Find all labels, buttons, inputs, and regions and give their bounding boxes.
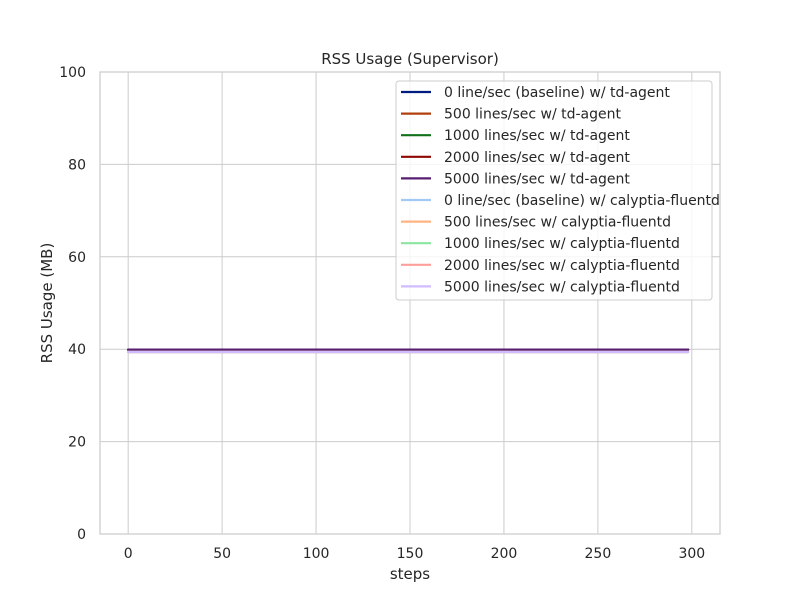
x-axis-label: steps bbox=[390, 565, 430, 583]
y-tick-label: 80 bbox=[68, 157, 86, 173]
legend-label: 2000 lines/sec w/ td-agent bbox=[444, 150, 630, 166]
y-tick-label: 0 bbox=[77, 527, 86, 543]
legend-label: 1000 lines/sec w/ td-agent bbox=[444, 128, 630, 144]
legend-label: 5000 lines/sec w/ calyptia-fluentd bbox=[444, 279, 680, 295]
x-tick-label: 100 bbox=[303, 546, 330, 562]
chart-title: RSS Usage (Supervisor) bbox=[321, 50, 499, 68]
x-tick-label: 200 bbox=[491, 546, 518, 562]
legend-item: 500 lines/sec w/ td-agent bbox=[401, 107, 622, 123]
legend-box bbox=[395, 80, 713, 301]
series-layer bbox=[127, 348, 690, 354]
legend-item: 2000 lines/sec w/ td-agent bbox=[401, 150, 630, 166]
legend-label: 0 line/sec (baseline) w/ td-agent bbox=[444, 85, 670, 101]
tick-layer: 0 50 100 150 200 250 300 0 20 40 60 80 100 bbox=[59, 65, 705, 562]
legend: 0 line/sec (baseline) w/ td-agent 500 lin… bbox=[395, 80, 720, 301]
y-tick-label: 60 bbox=[68, 250, 86, 266]
legend-item: 2000 lines/sec w/ calyptia-fluentd bbox=[401, 258, 680, 274]
legend-label: 1000 lines/sec w/ calyptia-fluentd bbox=[444, 236, 680, 252]
legend-item: 0 line/sec (baseline) w/ td-agent bbox=[401, 85, 670, 101]
legend-label: 5000 lines/sec w/ td-agent bbox=[444, 171, 630, 187]
legend-item: 500 lines/sec w/ calyptia-fluentd bbox=[401, 215, 671, 231]
legend-item: 5000 lines/sec w/ calyptia-fluentd bbox=[401, 279, 680, 295]
legend-item: 1000 lines/sec w/ td-agent bbox=[401, 128, 630, 144]
legend-item: 0 line/sec (baseline) w/ calyptia-fluent… bbox=[401, 193, 720, 209]
y-tick-label: 40 bbox=[68, 342, 86, 358]
legend-item: 5000 lines/sec w/ td-agent bbox=[401, 171, 630, 187]
x-tick-label: 150 bbox=[397, 546, 424, 562]
x-tick-label: 300 bbox=[678, 546, 705, 562]
legend-label: 2000 lines/sec w/ calyptia-fluentd bbox=[444, 258, 680, 274]
y-tick-label: 100 bbox=[59, 65, 86, 81]
x-tick-label: 0 bbox=[124, 546, 133, 562]
y-axis-label: RSS Usage (MB) bbox=[38, 243, 56, 364]
legend-items: 0 line/sec (baseline) w/ td-agent 500 lin… bbox=[401, 85, 720, 295]
legend-label: 500 lines/sec w/ td-agent bbox=[444, 107, 622, 123]
y-tick-label: 20 bbox=[68, 435, 86, 451]
plot-frame bbox=[99, 71, 721, 535]
legend-label: 0 line/sec (baseline) w/ calyptia-fluent… bbox=[444, 193, 720, 209]
legend-label: 500 lines/sec w/ calyptia-fluentd bbox=[444, 215, 671, 231]
x-tick-label: 50 bbox=[213, 546, 231, 562]
x-tick-label: 250 bbox=[585, 546, 612, 562]
legend-item: 1000 lines/sec w/ calyptia-fluentd bbox=[401, 236, 680, 252]
